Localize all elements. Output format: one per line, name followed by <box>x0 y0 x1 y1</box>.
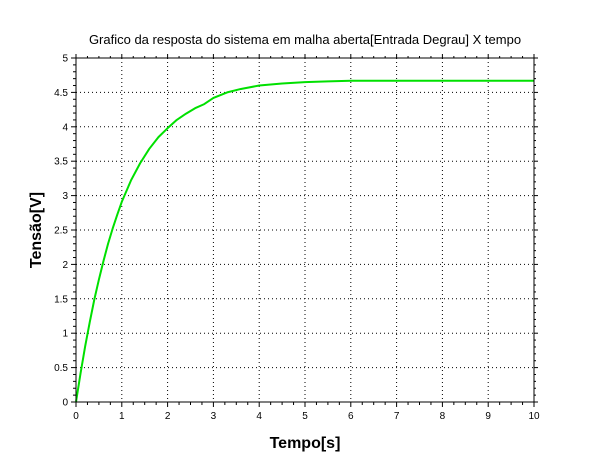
x-axis-label: Tempo[s] <box>270 435 341 452</box>
x-tick-label: 8 <box>440 411 446 422</box>
series-layer <box>75 79 534 403</box>
x-tick-label: 2 <box>165 411 171 422</box>
y-tick-label: 3.5 <box>54 157 68 168</box>
y-tick-label: 1.5 <box>54 294 68 305</box>
y-tick-label: 2 <box>62 260 68 271</box>
y-tick-label: 4 <box>62 122 68 133</box>
x-tick-label: 4 <box>256 411 262 422</box>
x-tick-label: 6 <box>348 411 354 422</box>
y-tick-label: 5 <box>62 54 68 65</box>
x-tick-label: 7 <box>394 411 400 422</box>
y-tick-label: 2.5 <box>54 226 68 237</box>
tick-labels: 0 1 2 3 4 5 6 7 8 9 10 0 0.5 1 1.5 2 2.5 3 3.5 4 4.5 5 <box>54 54 540 423</box>
chart-title: Grafico da resposta do sistema em malha … <box>89 32 521 47</box>
series-line <box>75 79 534 403</box>
x-tick-label: 3 <box>211 411 217 422</box>
plot-frame <box>75 57 535 403</box>
x-tick-label: 5 <box>302 411 308 422</box>
y-tick-label: 0.5 <box>54 363 68 374</box>
x-tick-label: 1 <box>119 411 125 422</box>
y-tick-label: 3 <box>62 191 68 202</box>
y-axis-label: Tensão[V] <box>28 192 45 268</box>
y-tick-label: 1 <box>62 329 68 340</box>
x-tick-label: 10 <box>528 411 540 422</box>
x-tick-label: 9 <box>485 411 491 422</box>
x-tick-label: 0 <box>73 411 79 422</box>
grid-lines <box>76 58 534 402</box>
y-tick-label: 4.5 <box>54 88 68 99</box>
y-tick-label: 0 <box>62 398 68 409</box>
